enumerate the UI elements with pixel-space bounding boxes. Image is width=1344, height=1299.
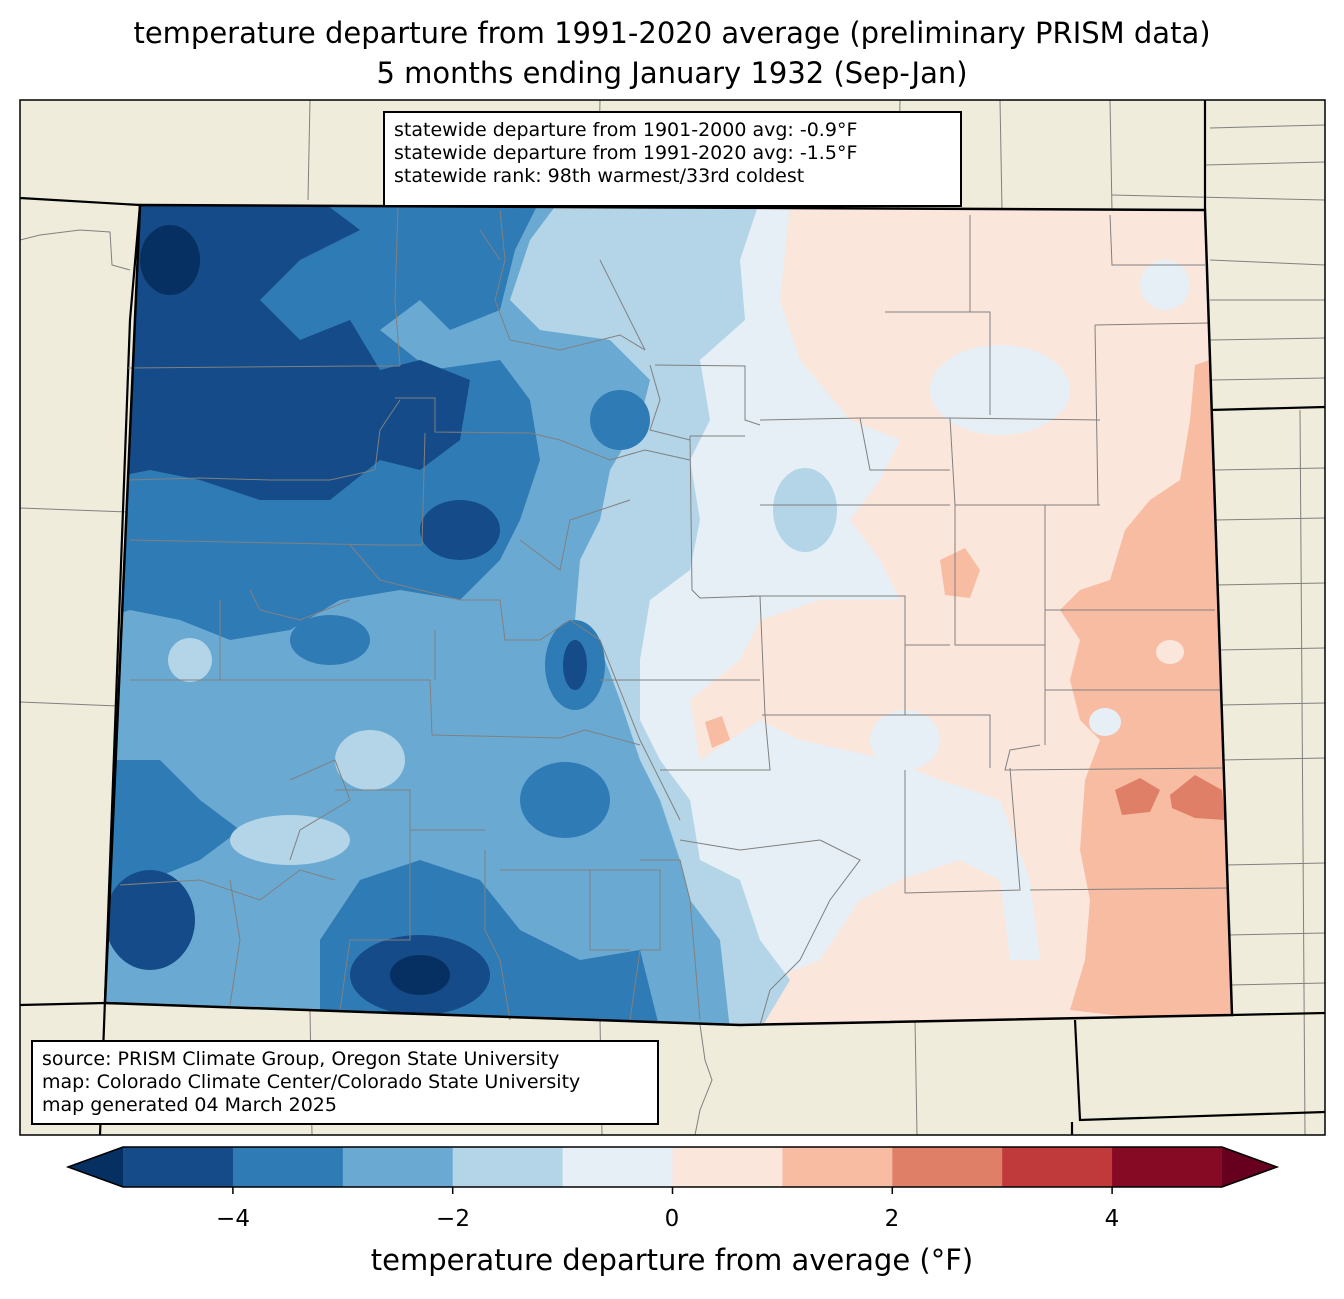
colorbar-segment	[232, 1147, 344, 1187]
colorbar-segment	[342, 1147, 454, 1187]
colorbar-extend-max	[1222, 1147, 1277, 1187]
colorbar-tick-label: −2	[436, 1206, 470, 1232]
colorbar-segment	[1112, 1147, 1223, 1187]
band-minus3-to-minus4	[105, 760, 240, 900]
colorado-border	[103, 203, 1234, 1027]
map-title-line1: temperature departure from 1991-2020 ave…	[133, 16, 1211, 50]
source-credits-box: source: PRISM Climate Group, Oregon Stat…	[31, 1040, 659, 1125]
band-0-to-minus1-patch	[928, 813, 972, 857]
band-below-minus5-patch	[390, 955, 450, 995]
band-minus1-to-minus2-patch	[230, 815, 350, 865]
band-minus3-to-minus4-patch	[520, 762, 610, 838]
colorbar-outline	[65, 1146, 1280, 1188]
band-minus4-to-minus5-patch	[105, 870, 195, 970]
departure-field	[105, 205, 1232, 1025]
colorbar-segment	[123, 1147, 234, 1187]
band-minus1-to-minus2-patch	[335, 730, 405, 790]
band-minus3-to-minus4-patch	[590, 390, 650, 450]
band-2-to-3-patch	[1115, 778, 1160, 815]
colorbar-segment	[452, 1147, 564, 1187]
colorbar-segment	[782, 1147, 893, 1187]
map-title-line2: 5 months ending January 1932 (Sep-Jan)	[376, 56, 968, 90]
colorbar-segment	[1002, 1147, 1113, 1187]
band-2-to-3-patch	[1170, 775, 1225, 820]
statewide-stats-box: statewide departure from 1901-2000 avg: …	[383, 111, 962, 207]
band-0-to-minus1-patch	[1140, 260, 1190, 310]
colorbar-label: temperature departure from average (°F)	[370, 1243, 974, 1277]
band-minus4-to-minus5-patch	[235, 345, 325, 415]
source-line: source: PRISM Climate Group, Oregon Stat…	[42, 1048, 560, 1070]
band-minus1-to-minus2-patch	[168, 638, 212, 682]
colorbar-tick-label: 2	[884, 1206, 900, 1232]
band-0-to-minus1-patch	[1089, 708, 1121, 736]
colorbar-extend-min	[68, 1147, 123, 1187]
colorbar-segment	[672, 1147, 783, 1187]
band-minus3-to-minus4-patch	[560, 975, 640, 1025]
band-0-to-minus1-patch	[870, 710, 940, 770]
band-below-minus5-patch	[140, 225, 200, 295]
colorbar-segment	[892, 1147, 1003, 1187]
band-1-to-2-patch	[940, 548, 980, 598]
map-frame	[19, 99, 1326, 1136]
map-credit-line: map: Colorado Climate Center/Colorado St…	[42, 1071, 581, 1093]
colorbar-segment	[562, 1147, 673, 1187]
band-minus1-to-minus2-patch	[773, 468, 837, 552]
colorbar-tick-label: 4	[1104, 1206, 1120, 1232]
stats-rank: statewide rank: 98th warmest/33rd coldes…	[394, 165, 805, 187]
band-minus4-to-minus5-patch	[563, 640, 587, 690]
band-0-to-1-patch	[1156, 640, 1184, 664]
band-minus3-to-minus4-patch	[290, 615, 370, 665]
band-minus1-to-minus2-patch	[530, 220, 600, 300]
county-lines	[119, 207, 1229, 1026]
band-minus4-to-minus5-patch	[420, 500, 500, 560]
colorbar-tick-label: 0	[664, 1206, 680, 1232]
colorbar-tick-label: −4	[216, 1206, 250, 1232]
band-1-to-2-patch	[705, 716, 730, 748]
stats-departure-1901-2000: statewide departure from 1901-2000 avg: …	[394, 119, 858, 141]
band-0-to-minus1-patch	[930, 345, 1070, 435]
colorbar	[65, 1146, 1280, 1194]
stats-departure-1991-2020: statewide departure from 1991-2020 avg: …	[394, 142, 858, 164]
generated-date-line: map generated 04 March 2025	[42, 1094, 337, 1116]
